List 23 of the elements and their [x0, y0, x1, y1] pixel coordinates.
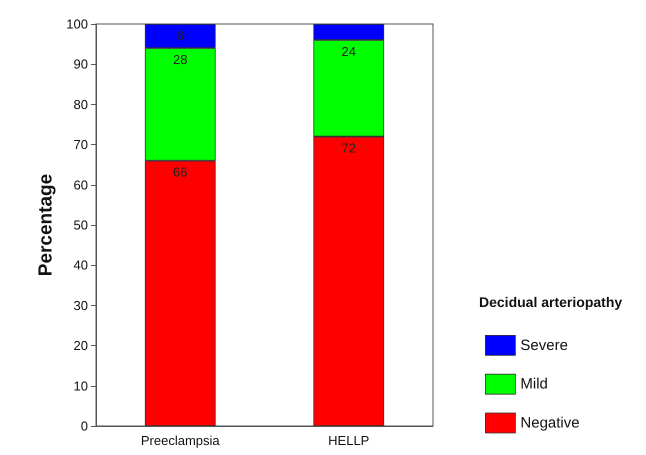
data-label: 28	[173, 52, 188, 68]
y-tick-label: 0	[80, 418, 88, 434]
data-label: 72	[342, 140, 356, 156]
y-tick-label: 80	[74, 96, 88, 112]
y-tick-label: 100	[66, 16, 88, 32]
data-label: 6	[176, 28, 184, 43]
data-label: 24	[342, 44, 356, 60]
y-tick-label: 70	[74, 137, 88, 152]
legend-label: Negative	[520, 414, 580, 432]
data-label: 66	[173, 164, 188, 180]
y-tick-label: 60	[74, 177, 88, 192]
y-tick-label: 90	[74, 56, 88, 72]
y-tick-label: 40	[74, 258, 88, 273]
legend-label: Mild	[520, 376, 548, 393]
x-tick-label: Preeclampsia	[140, 433, 220, 448]
legend-label: Severe	[520, 336, 568, 354]
legend-title: Decidual arteriopathy	[479, 294, 622, 310]
y-axis-title: Percentage	[35, 174, 56, 276]
y-tick-label: 50	[74, 218, 88, 232]
y-tick-label: 20	[74, 338, 88, 354]
x-tick-label: HELLP	[328, 433, 370, 448]
y-tick-label: 10	[74, 378, 88, 394]
y-tick-label: 30	[74, 298, 88, 313]
